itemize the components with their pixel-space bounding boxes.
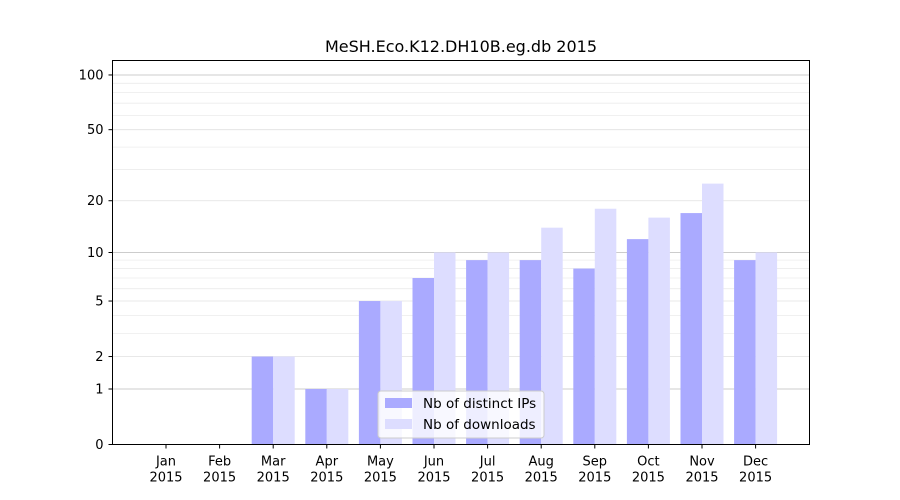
grid-lines	[112, 74, 810, 390]
bar-distinct-ips	[358, 301, 381, 445]
x-tick-label-month: Jul	[479, 455, 496, 470]
x-tick-label-year: 2015	[149, 471, 182, 486]
bar-distinct-ips	[626, 239, 649, 445]
x-tick-label-year: 2015	[417, 471, 450, 486]
bar-downloads	[648, 217, 670, 445]
x-tick-label-month: Jan	[155, 455, 176, 470]
x-tick-label-month: Dec	[743, 455, 768, 470]
x-tick-label-year: 2015	[739, 471, 772, 486]
legend-label-distinct-ips: Nb of distinct IPs	[423, 396, 536, 412]
x-tick-label-month: Aug	[529, 455, 554, 470]
legend: Nb of distinct IPs Nb of downloads	[377, 390, 545, 439]
x-tick-label-month: May	[367, 455, 394, 470]
y-axis: 0 1 2 5 10 20 50 100	[79, 68, 113, 453]
bar-downloads	[702, 183, 724, 445]
y-tick-label: 1	[95, 382, 103, 397]
bar-distinct-ips	[734, 260, 756, 445]
y-tick-label: 0	[95, 438, 103, 453]
x-tick-label-year: 2015	[364, 471, 397, 486]
legend-box	[377, 390, 545, 439]
bar-downloads	[594, 208, 617, 445]
x-tick-label-month: Apr	[316, 455, 339, 470]
x-tick-label-year: 2015	[203, 471, 236, 486]
chart-title: MeSH.Eco.K12.DH10B.eg.db 2015	[325, 37, 597, 56]
x-tick-label-year: 2015	[525, 471, 558, 486]
bar-distinct-ips	[680, 213, 702, 445]
legend-swatch-distinct-ips	[385, 398, 412, 408]
x-tick-label-year: 2015	[257, 471, 290, 486]
bar-downloads	[541, 227, 563, 445]
x-tick-label-month: Feb	[208, 455, 231, 470]
x-tick-label-year: 2015	[632, 471, 665, 486]
x-tick-label-year: 2015	[578, 471, 611, 486]
x-tick-label-year: 2015	[310, 471, 343, 486]
legend-swatch-downloads	[385, 419, 412, 429]
x-tick-label-month: Mar	[261, 455, 286, 470]
bar-distinct-ips	[573, 268, 595, 445]
bar-distinct-ips	[305, 388, 327, 445]
x-tick-label-year: 2015	[685, 471, 718, 486]
x-tick-label-month: Nov	[689, 455, 715, 470]
y-tick-label: 100	[79, 68, 104, 83]
x-tick-label-year: 2015	[471, 471, 504, 486]
bars	[251, 183, 778, 445]
bar-downloads	[326, 388, 349, 445]
x-tick-label-month: Oct	[637, 455, 659, 470]
x-tick-label-month: Jun	[423, 455, 444, 470]
bar-downloads	[755, 252, 778, 445]
y-tick-label: 10	[87, 246, 104, 261]
bar-distinct-ips	[251, 356, 274, 445]
x-tick-label-month: Sep	[583, 455, 608, 470]
y-tick-label: 20	[87, 194, 104, 209]
y-tick-label: 5	[95, 295, 103, 310]
bar-downloads	[273, 356, 295, 445]
plot-frame	[112, 60, 810, 445]
y-tick-label: 50	[87, 123, 104, 138]
x-axis: Jan2015Feb2015Mar2015Apr2015May2015Jun20…	[149, 444, 772, 486]
legend-label-downloads: Nb of downloads	[423, 417, 536, 433]
y-tick-label: 2	[95, 350, 103, 365]
